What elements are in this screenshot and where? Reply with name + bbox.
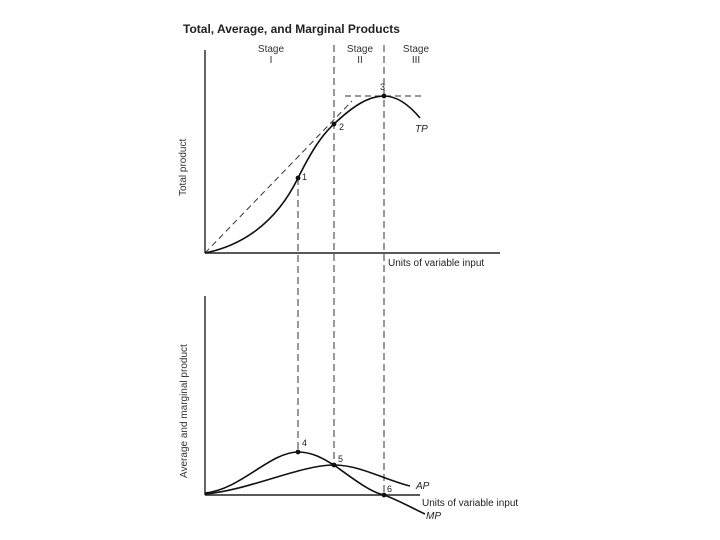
- point-6-label: 6: [387, 484, 392, 494]
- stage-3-numeral: III: [411, 55, 421, 66]
- top-x-axis-label: Units of variable input: [388, 258, 484, 269]
- point-3-label: 3: [380, 82, 385, 92]
- stage-3-label: Stage III: [396, 44, 436, 66]
- ray-from-origin: [204, 100, 353, 254]
- ap-curve: [204, 464, 411, 495]
- stage-1-name: Stage: [257, 44, 285, 55]
- tp-curve-label: TP: [415, 124, 428, 135]
- tp-curve: [204, 95, 421, 254]
- point-3-marker: [381, 93, 387, 99]
- bottom-axes: [204, 296, 420, 496]
- figure-title: Total, Average, and Marginal Products: [183, 22, 400, 36]
- point-1-marker: [295, 175, 301, 181]
- point-2-label: 2: [339, 122, 344, 132]
- point-5-marker: [331, 462, 337, 468]
- stage-1-numeral: I: [269, 55, 273, 66]
- stage-3-name: Stage: [402, 44, 430, 55]
- mp-curve: [204, 451, 426, 515]
- stage-1-label: Stage I: [251, 44, 291, 66]
- stage-2-numeral: II: [357, 55, 363, 66]
- point-2-marker: [331, 121, 337, 127]
- figure-panel: [170, 0, 550, 540]
- stage-dividers: [297, 45, 385, 495]
- point-5-label: 5: [338, 454, 343, 464]
- point-1-label: 1: [302, 172, 307, 182]
- mp-curve-label: MP: [426, 511, 441, 522]
- stage-2-label: Stage II: [340, 44, 380, 66]
- point-4-marker: [295, 449, 301, 455]
- guide-lines: [204, 95, 422, 254]
- top-axes: [204, 50, 500, 254]
- point-4-label: 4: [302, 438, 307, 448]
- stage-2-name: Stage: [346, 44, 374, 55]
- point-6-marker: [381, 492, 387, 498]
- ap-curve-label: AP: [415, 481, 430, 492]
- bottom-x-axis-label: Units of variable input: [422, 498, 518, 509]
